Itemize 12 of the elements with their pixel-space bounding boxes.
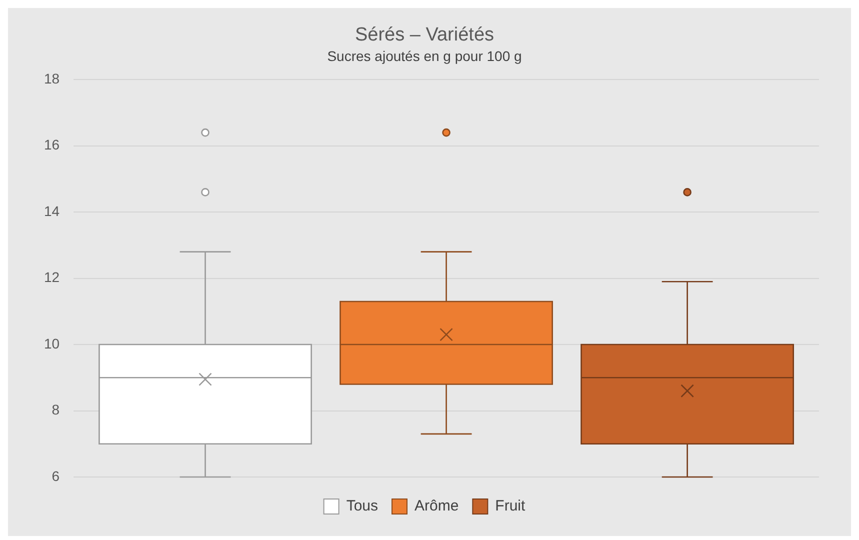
legend-label: Tous <box>346 498 378 515</box>
legend-label: Arôme <box>414 498 459 515</box>
chart-subtitle: Sucres ajoutés en g pour 100 g <box>327 48 522 64</box>
y-tick-label: 14 <box>44 202 60 219</box>
legend-label: Fruit <box>495 498 526 515</box>
chart-title: Sérés – Variétés <box>354 24 494 46</box>
y-tick-label: 18 <box>44 70 60 86</box>
y-tick-label: 10 <box>44 335 60 352</box>
y-tick-label: 6 <box>52 468 60 484</box>
y-tick-label: 16 <box>44 136 60 153</box>
y-tick-label: 12 <box>44 269 60 286</box>
y-tick-label: 8 <box>52 402 60 418</box>
